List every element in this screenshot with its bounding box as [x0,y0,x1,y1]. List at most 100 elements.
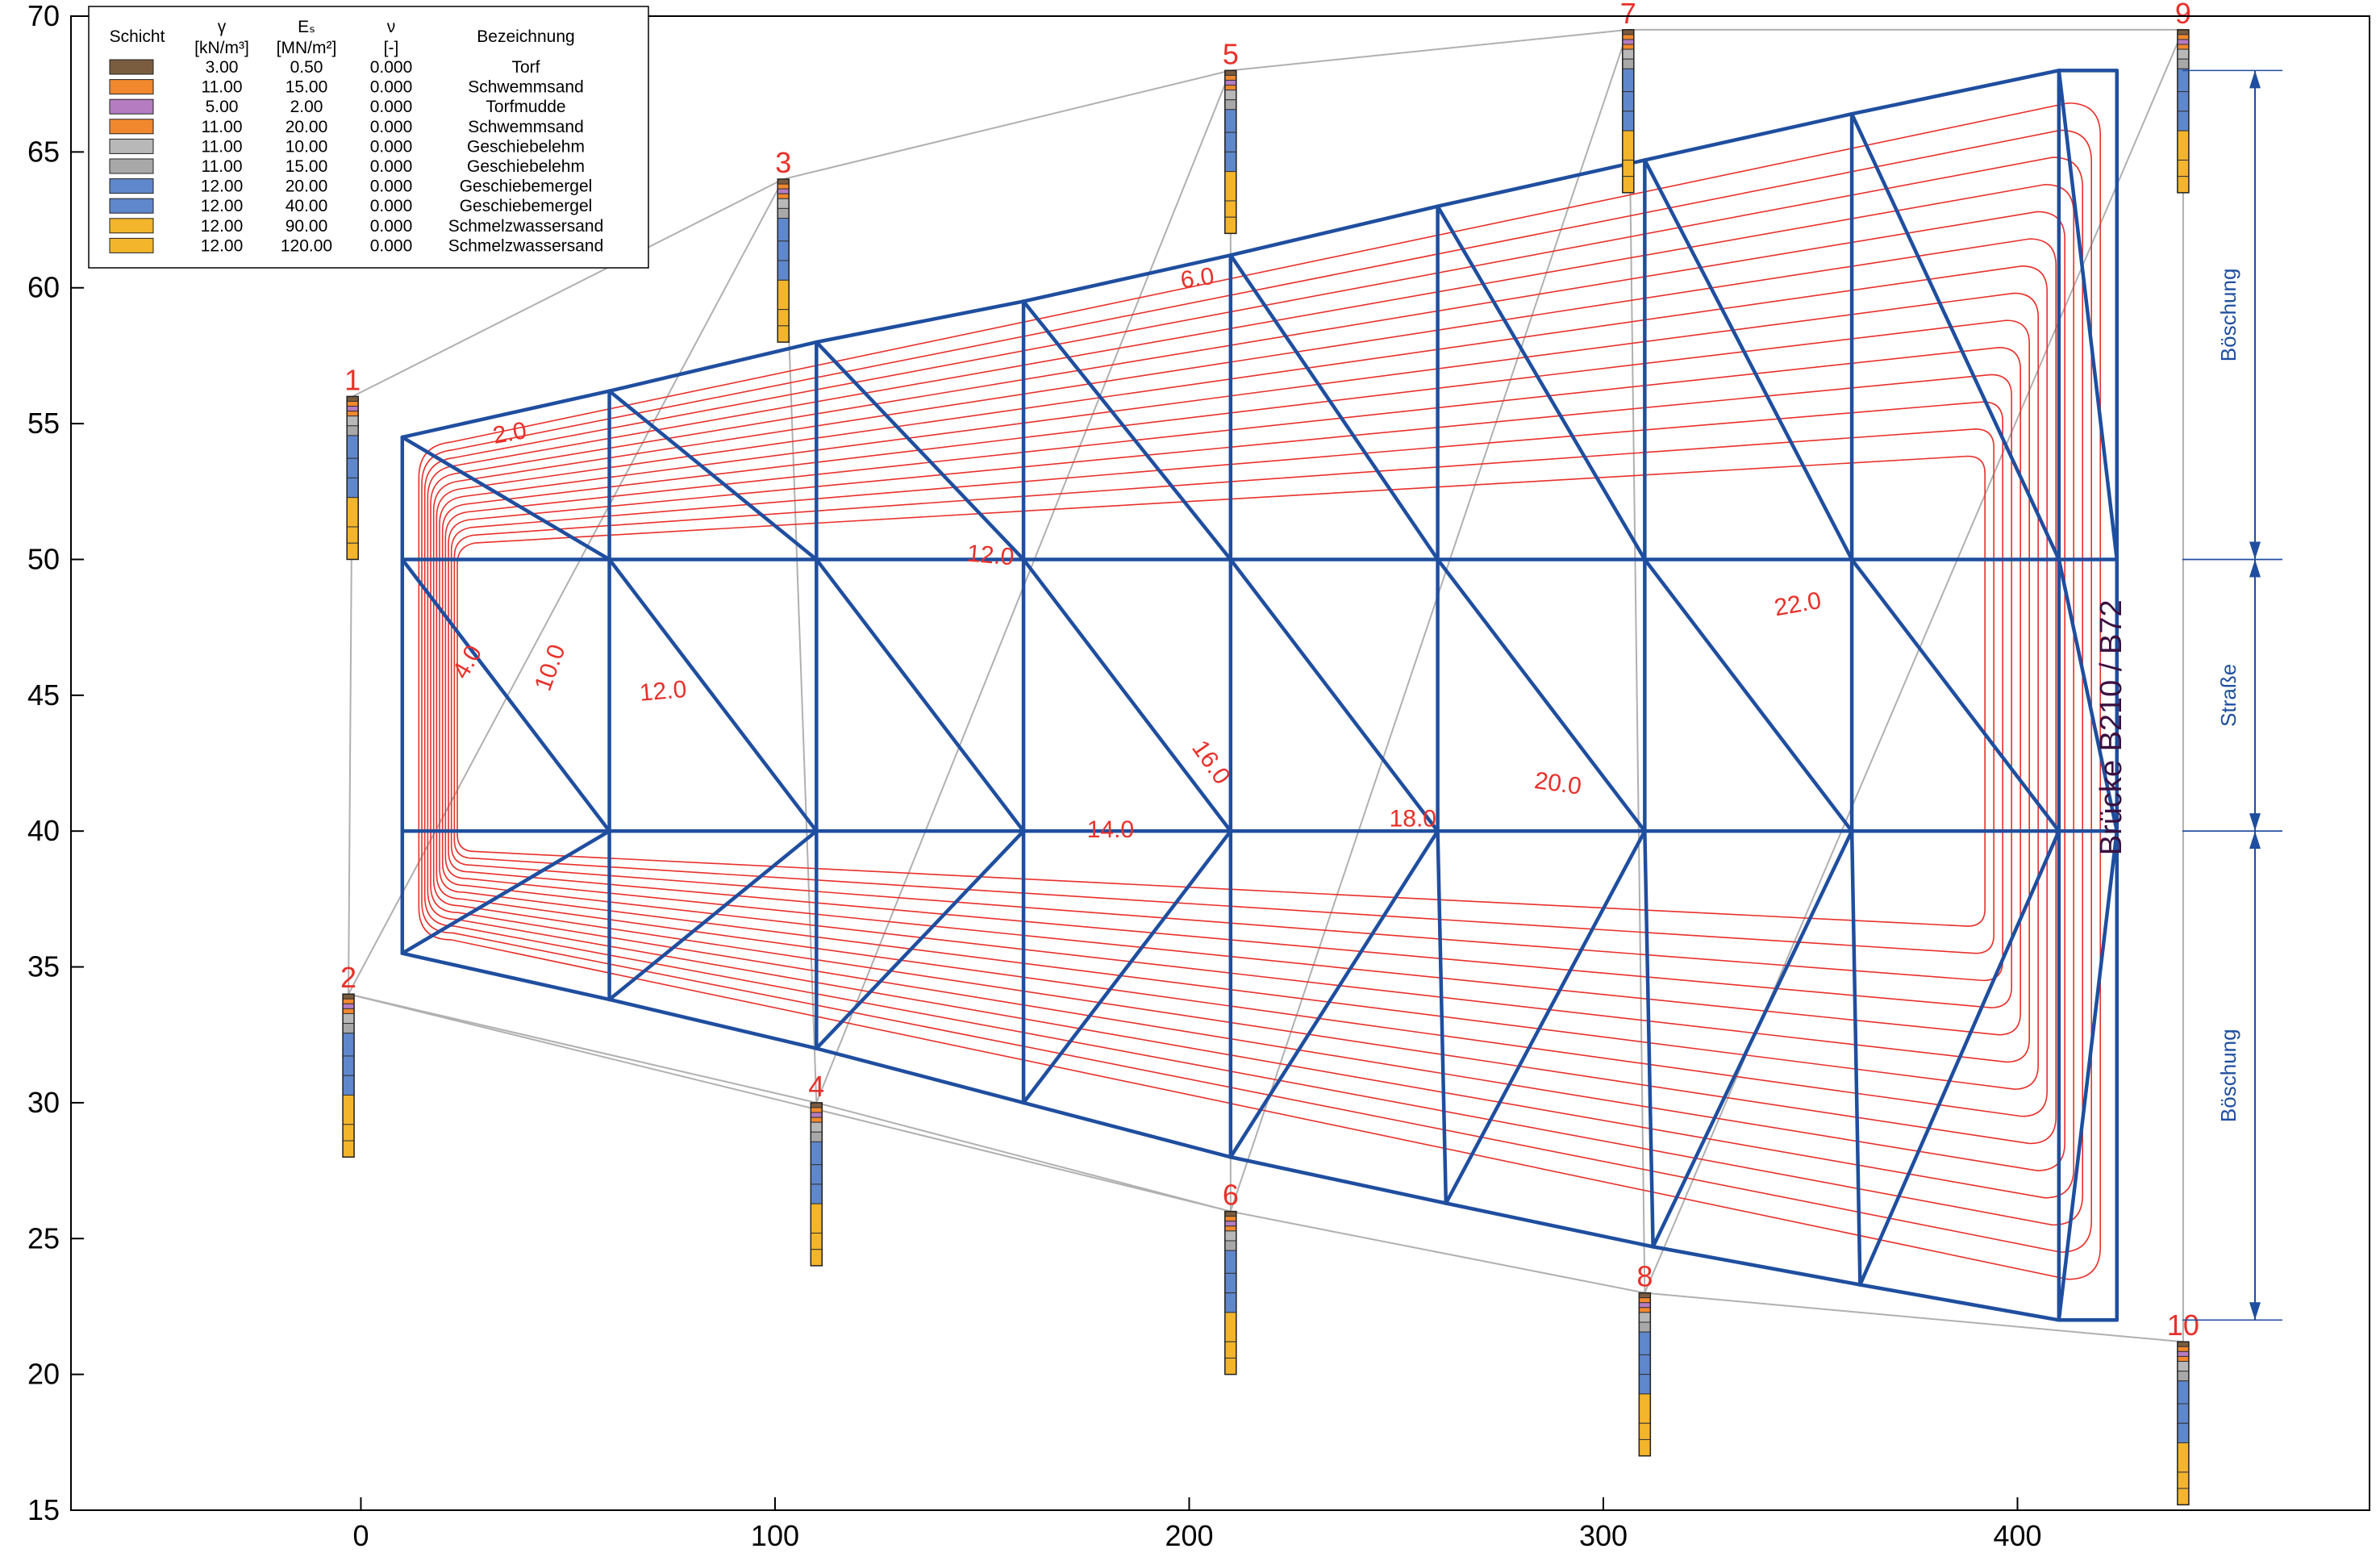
mesh-edge [1651,1245,1862,1287]
borehole-link-line [1230,28,1628,72]
borehole-layer [1224,1292,1237,1313]
contour-labels: 2.06.04.0 10.0 12.012.016.014.0 18.020.022.… [448,263,1824,843]
borehole-6: 6 [1223,1179,1239,1375]
borehole-layer [1622,39,1635,45]
borehole-layer [777,198,790,209]
borehole-link-line [348,993,817,1104]
borehole-layer [2177,159,2190,177]
mesh-edge [1228,829,1440,1159]
mesh-edge [1849,829,1862,1287]
mesh-edge [1021,557,1233,833]
borehole-link-line [1644,29,2184,1294]
legend-cell: 0.000 [370,98,413,116]
legend-cell: 90.00 [286,217,328,236]
borehole-layer [777,279,790,311]
borehole-layer [1622,44,1635,50]
legend-cell: 3.00 [206,58,239,77]
legend-cell: Torfmudde [486,98,565,116]
borehole-layer [346,415,359,427]
mesh-edge [400,829,611,955]
borehole-layer [2177,1442,2190,1473]
contour-line [430,211,2065,1171]
borehole-outline [2177,1341,2190,1506]
legend-cell: 12.00 [201,177,244,196]
borehole-outline [346,395,359,561]
borehole-layer [1622,48,1635,60]
borehole-layer [1622,91,1635,112]
mesh-edge [1436,204,1647,561]
bridge-label-group: Brücke B210 / B72 [2094,599,2128,855]
mesh-edge [607,997,819,1050]
mesh-edge [1643,557,1854,833]
borehole-layer [2177,1403,2190,1424]
borehole-layer [2177,130,2190,161]
borehole-outline [342,993,355,1158]
legend-cell: 0.000 [370,78,413,97]
legend-cell: Schwemmsand [468,118,584,136]
borehole-layer [1224,216,1237,234]
legend-swatch [109,119,154,135]
borehole-layer [1224,171,1237,202]
legend-cell: 120.00 [281,236,332,255]
borehole-layer [1224,1357,1237,1375]
mesh-edge [1444,1201,1655,1249]
boreholes: 1 2 3 4 5 6 7 8 9 10 [340,0,2199,1506]
borehole-layer [2177,176,2190,194]
legend-header: γ [218,18,227,36]
legend-cell: 10.00 [286,137,328,156]
legend-header: [kN/m³] [194,39,249,57]
borehole-layer [777,183,790,190]
arrow-up-icon [2249,559,2261,578]
mesh-edge [2057,69,2119,561]
mesh-edge [400,951,611,1002]
legend-swatch [109,198,154,214]
contour-label: 4.0 [448,641,487,683]
borehole-layer [777,188,790,194]
legend-swatch [109,178,154,194]
legend-swatch [109,138,154,154]
mesh-edge [607,829,819,1002]
borehole-layer [1622,29,1635,35]
arrow-up-icon [2249,831,2261,849]
mesh-edge [1228,253,1440,561]
borehole-label: 10 [2167,1309,2199,1342]
borehole-layer [346,542,359,560]
x-tick-label: 100 [751,1519,799,1552]
legend-box [88,6,649,269]
arrow-down-icon [2249,541,2261,560]
borehole-layer [810,1164,823,1185]
legend-cell: Schwemmsand [468,78,584,97]
borehole-layer [1224,1312,1237,1342]
mesh-edge [2057,557,2119,833]
borehole-layer [346,497,359,528]
borehole-layer [2177,34,2190,40]
borehole-layer [1224,85,1237,91]
borehole-layer [1638,1393,1651,1424]
borehole-layer [342,1012,355,1025]
borehole-4: 4 [808,1070,824,1267]
legend-swatch [109,79,154,95]
borehole-1: 1 [344,363,361,561]
mesh-edge [1436,158,1647,208]
legend-cell: 40.00 [286,197,328,215]
borehole-layer [777,240,790,261]
contour-line [436,265,2048,1117]
borehole-outline [810,1102,823,1267]
legend-cell: 2.00 [290,98,323,116]
borehole-layer [810,1102,823,1108]
legend-cell: 12.00 [201,236,244,255]
legend-cell: 11.00 [202,157,243,176]
mesh-edge [1643,158,1854,561]
borehole-link-line [1229,29,1629,1212]
borehole-3: 3 [775,146,791,343]
borehole-layer [2177,1350,2190,1357]
borehole-layer [1622,130,1635,161]
legend-header: Bezeichnung [477,27,574,46]
arrow-up-icon [2249,70,2261,89]
borehole-layer [1638,1297,1651,1304]
borehole-layer [1638,1374,1651,1395]
contour-line [423,157,2084,1226]
legend-cell: 0.000 [370,137,413,156]
contour-label: 12.0 [966,541,1015,571]
